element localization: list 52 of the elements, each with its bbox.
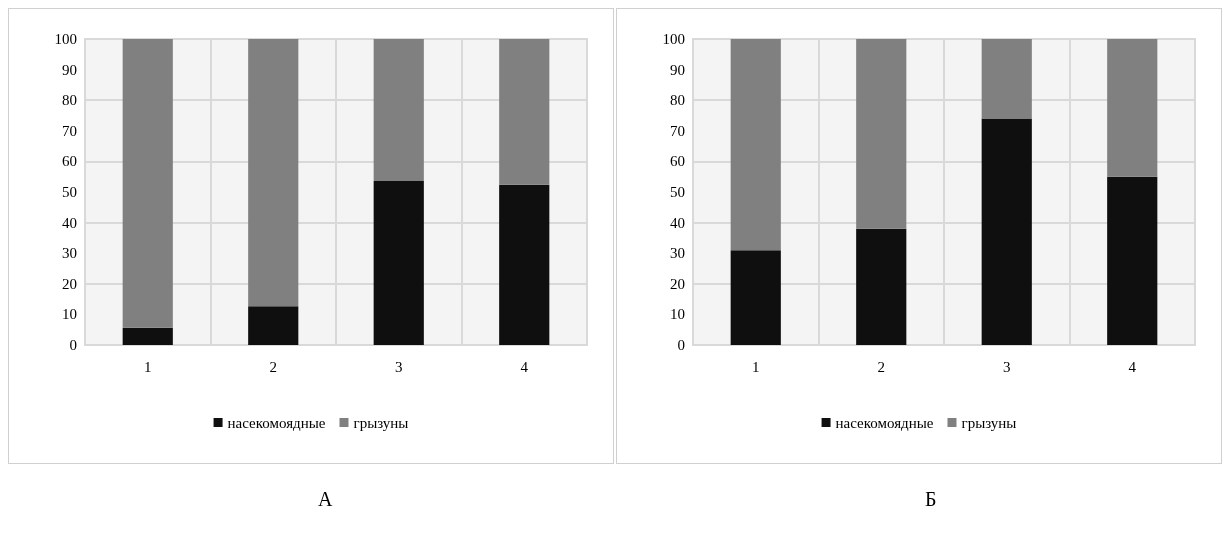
x-tick-label: 4: [520, 358, 529, 375]
y-tick-label: 90: [670, 61, 685, 78]
y-tick-label: 10: [670, 306, 685, 323]
text: А: [318, 488, 333, 511]
bar: [856, 39, 907, 229]
y-tick-label: 0: [69, 337, 77, 353]
bar: [730, 250, 781, 345]
y-tick-label: 40: [670, 214, 685, 231]
bar: [248, 39, 299, 307]
y-tick-label: 50: [670, 184, 685, 200]
legend-label: грызуны: [353, 414, 409, 431]
bar: [981, 118, 1032, 345]
legend-label: насекомоядные: [835, 414, 934, 431]
y-tick-label: 70: [62, 122, 77, 139]
y-tick-label: 60: [670, 153, 685, 170]
bar: [1107, 176, 1158, 345]
x-tick-label: 1: [752, 358, 760, 375]
bar: [499, 39, 550, 185]
y-tick-label: 40: [62, 214, 77, 231]
bar: [122, 327, 173, 345]
x-tick-label: 2: [877, 358, 885, 375]
x-tick-label: 2: [269, 358, 277, 375]
legend-label: грызуны: [961, 414, 1017, 431]
y-tick-label: 80: [62, 92, 77, 109]
y-tick-label: 20: [62, 275, 77, 292]
y-tick-label: 30: [62, 245, 77, 262]
y-tick-label: 80: [670, 92, 685, 109]
y-tick-label: 60: [62, 153, 77, 170]
y-tick-label: 70: [670, 122, 685, 139]
bar: [373, 180, 424, 345]
y-tick-label: 50: [62, 184, 77, 200]
bar: [122, 39, 173, 328]
bar: [981, 39, 1032, 119]
bar: [730, 39, 781, 251]
y-tick-label: 30: [670, 245, 685, 262]
x-tick-label: 3: [395, 358, 403, 375]
y-tick-label: 100: [662, 31, 685, 47]
y-tick-label: 0: [677, 337, 685, 353]
x-tick-label: 4: [1128, 358, 1137, 375]
y-tick-label: 90: [62, 61, 77, 78]
bar: [373, 39, 424, 181]
x-tick-label: 3: [1003, 358, 1011, 375]
bar: [499, 184, 550, 345]
bar: [248, 306, 299, 345]
x-tick-label: 1: [144, 358, 152, 375]
y-tick-label: 20: [670, 275, 685, 292]
y-tick-label: 100: [54, 31, 77, 47]
text: Б: [925, 488, 937, 511]
bar: [1107, 39, 1158, 177]
bar: [856, 228, 907, 345]
legend-label: насекомоядные: [227, 414, 326, 431]
y-tick-label: 10: [62, 306, 77, 323]
